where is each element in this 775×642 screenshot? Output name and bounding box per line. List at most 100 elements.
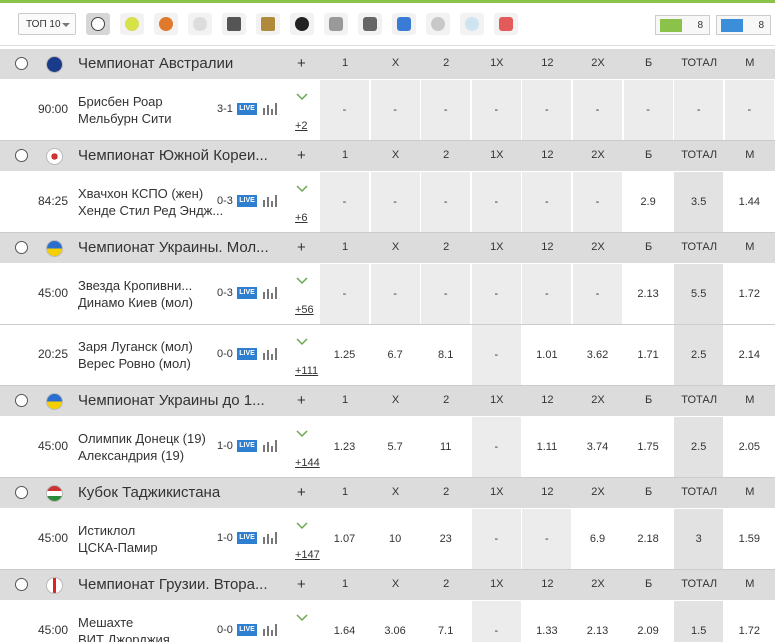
odds-cell[interactable]: - — [674, 80, 724, 140]
live-badge[interactable]: LIVE — [237, 103, 257, 115]
odds-cell[interactable]: 1.71 — [623, 325, 673, 385]
odds-cell[interactable]: 7.1 — [421, 601, 471, 642]
odds-cell[interactable]: - — [573, 80, 622, 140]
sport-icon[interactable] — [222, 13, 246, 35]
odds-cell[interactable]: 1.25 — [320, 325, 369, 385]
odds-cell[interactable]: 23 — [421, 509, 471, 569]
live-badge[interactable]: LIVE — [237, 287, 257, 299]
add-button[interactable]: + — [297, 147, 306, 164]
odds-cell[interactable]: 1.44 — [724, 172, 774, 232]
odds-cell[interactable]: - — [370, 264, 420, 324]
sport-icon[interactable] — [358, 13, 382, 35]
odds-cell[interactable]: 1.11 — [522, 417, 572, 477]
odds-cell[interactable]: - — [421, 172, 471, 232]
team-home[interactable]: Заря Луганск (мол) — [78, 339, 193, 354]
team-away[interactable]: Хенде Стил Ред Эндж... — [78, 203, 224, 218]
odds-cell[interactable]: 8.1 — [421, 325, 471, 385]
odds-cell[interactable]: - — [623, 80, 673, 140]
more-markets[interactable]: +2 — [295, 120, 308, 132]
odds-cell[interactable]: 2.05 — [724, 417, 774, 477]
add-button[interactable]: + — [297, 392, 306, 409]
odds-cell[interactable]: - — [522, 264, 572, 324]
league-name[interactable]: Чемпионат Грузии. Втора... — [78, 576, 268, 593]
odds-cell[interactable]: - — [370, 80, 420, 140]
expand-chevron[interactable] — [296, 517, 308, 530]
odds-cell[interactable]: - — [370, 172, 420, 232]
odds-cell[interactable]: - — [471, 417, 521, 477]
league-name[interactable]: Чемпионат Австралии — [78, 55, 234, 72]
team-home[interactable]: Олимпик Донецк (19) — [78, 431, 206, 446]
more-markets[interactable]: +6 — [295, 212, 308, 224]
stats-icon[interactable] — [261, 286, 279, 300]
odds-cell[interactable]: 6.9 — [573, 509, 622, 569]
sport-icon[interactable] — [324, 13, 348, 35]
team-home[interactable]: Мешахте — [78, 615, 134, 630]
odds-cell[interactable]: 3.06 — [370, 601, 420, 642]
stats-icon[interactable] — [261, 102, 279, 116]
add-button[interactable]: + — [297, 239, 306, 256]
top-select[interactable]: ТОП 10 — [18, 13, 76, 35]
team-away[interactable]: Верес Ровно (мол) — [78, 356, 191, 371]
odds-cell[interactable]: 2.13 — [573, 601, 622, 642]
team-away[interactable]: Динамо Киев (мол) — [78, 295, 193, 310]
add-button[interactable]: + — [297, 55, 306, 72]
sport-icon[interactable] — [86, 13, 110, 35]
more-markets[interactable]: +147 — [295, 549, 320, 561]
more-markets[interactable]: +56 — [295, 304, 314, 316]
odds-cell[interactable]: 2.14 — [724, 325, 774, 385]
expand-chevron[interactable] — [296, 88, 308, 101]
expand-chevron[interactable] — [296, 425, 308, 438]
sport-icon[interactable] — [256, 13, 280, 35]
team-away[interactable]: Мельбурн Сити — [78, 111, 172, 126]
field-counter[interactable]: 8 — [655, 15, 710, 35]
odds-cell[interactable]: 2.9 — [623, 172, 673, 232]
stats-icon[interactable] — [261, 531, 279, 545]
sport-icon[interactable] — [290, 13, 314, 35]
live-badge[interactable]: LIVE — [237, 624, 257, 636]
add-button[interactable]: + — [297, 576, 306, 593]
odds-cell[interactable]: 2.5 — [674, 325, 724, 385]
odds-cell[interactable]: 2.5 — [674, 417, 724, 477]
live-badge[interactable]: LIVE — [237, 532, 257, 544]
sport-icon[interactable] — [154, 13, 178, 35]
odds-cell[interactable]: - — [573, 172, 622, 232]
sport-icon[interactable] — [460, 13, 484, 35]
odds-cell[interactable]: 10 — [370, 509, 420, 569]
odds-cell[interactable]: - — [421, 264, 471, 324]
expand-chevron[interactable] — [296, 333, 308, 346]
team-away[interactable]: Александрия (19) — [78, 448, 185, 463]
odds-cell[interactable]: 1.01 — [522, 325, 572, 385]
live-badge[interactable]: LIVE — [237, 348, 257, 360]
odds-cell[interactable]: 1.75 — [623, 417, 673, 477]
odds-cell[interactable]: 1.5 — [674, 601, 724, 642]
add-button[interactable]: + — [297, 484, 306, 501]
odds-cell[interactable]: - — [522, 172, 572, 232]
expand-chevron[interactable] — [296, 180, 308, 193]
odds-cell[interactable]: 11 — [421, 417, 471, 477]
league-name[interactable]: Чемпионат Украины. Мол... — [78, 239, 269, 256]
odds-cell[interactable]: 1.07 — [320, 509, 369, 569]
odds-cell[interactable]: - — [471, 601, 521, 642]
league-name[interactable]: Кубок Таджикистана — [78, 484, 221, 501]
odds-cell[interactable]: 2.09 — [623, 601, 673, 642]
odds-cell[interactable]: 1.64 — [320, 601, 369, 642]
odds-cell[interactable]: - — [471, 325, 521, 385]
odds-cell[interactable]: - — [421, 80, 471, 140]
sport-icon[interactable] — [426, 13, 450, 35]
odds-cell[interactable]: 3.62 — [573, 325, 622, 385]
league-name[interactable]: Чемпионат Южной Кореи... — [78, 147, 268, 164]
odds-cell[interactable]: 5.7 — [370, 417, 420, 477]
expand-chevron[interactable] — [296, 609, 308, 622]
odds-cell[interactable]: 1.59 — [724, 509, 774, 569]
team-home[interactable]: Хвачхон КСПО (жен) — [78, 186, 204, 201]
team-home[interactable]: Истиклол — [78, 523, 136, 538]
team-home[interactable]: Звезда Кропивни... — [78, 278, 193, 293]
expand-chevron[interactable] — [296, 272, 308, 285]
stats-icon[interactable] — [261, 623, 279, 637]
odds-cell[interactable]: - — [573, 264, 622, 324]
team-away[interactable]: ВИТ Джорджия — [78, 632, 170, 642]
odds-cell[interactable]: 1.23 — [320, 417, 369, 477]
live-badge[interactable]: LIVE — [237, 195, 257, 207]
odds-cell[interactable]: - — [471, 172, 521, 232]
odds-cell[interactable]: 6.7 — [370, 325, 420, 385]
